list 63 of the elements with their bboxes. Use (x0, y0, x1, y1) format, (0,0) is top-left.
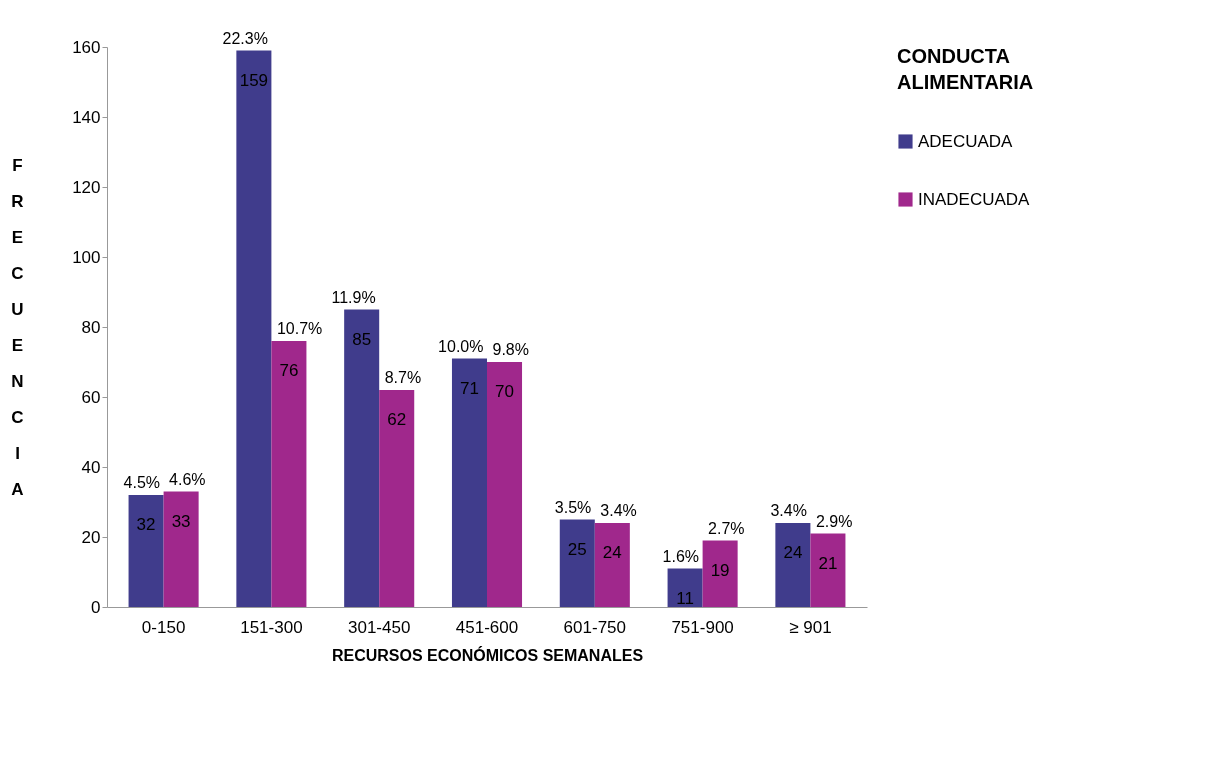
data-label: 70 (495, 382, 514, 401)
y-tick-label: 80 (81, 317, 101, 337)
bar (128, 495, 164, 607)
y-tick-label: 40 (81, 457, 101, 477)
data-label: 19 (710, 560, 730, 580)
legend-label: INADECUADA (918, 189, 1031, 209)
data-label: 71 (460, 378, 479, 398)
legend-label: ADECUADA (918, 131, 1014, 151)
y-tick-label: 100 (72, 247, 101, 267)
y-tick-label: 140 (72, 107, 101, 127)
bar (775, 523, 811, 607)
x-tick-label: 151-300 (240, 617, 303, 637)
y-tick-label: 20 (81, 527, 101, 547)
data-label: 76 (279, 361, 299, 380)
annotation: 3.4% (770, 502, 807, 519)
data-label: 25 (567, 539, 587, 559)
data-label: 159 (239, 70, 269, 90)
data-label: 62 (387, 410, 407, 429)
legend-title: CONDUCTA ALIMENTARIA (897, 45, 1034, 93)
x-tick-label: ≥ 901 (789, 617, 832, 637)
data-label: 85 (352, 329, 372, 349)
y-tick-label: 0 (91, 597, 101, 617)
data-label: 33 (171, 511, 191, 531)
bar (163, 491, 199, 607)
data-label: 21 (818, 553, 838, 573)
data-label: 11 (676, 588, 694, 608)
annotation: 2.9% (815, 512, 853, 530)
bar (236, 50, 272, 607)
bar (559, 519, 595, 607)
y-tick-label: 160 (72, 37, 101, 57)
annotation: 11.9% (331, 288, 376, 306)
bar (379, 390, 415, 607)
bar (594, 523, 630, 607)
annotation: 2.7% (708, 519, 745, 537)
data-label: 32 (136, 515, 156, 534)
annotation: 22.3% (222, 29, 268, 47)
annotation: 8.7% (384, 369, 422, 386)
text: FRECUENCIA (11, 155, 24, 499)
x-tick-label: 751-900 (671, 617, 734, 637)
bar (667, 568, 703, 607)
x-tick-label: 601-750 (563, 617, 626, 637)
bar (487, 362, 523, 607)
annotation: 3.5% (554, 498, 592, 516)
bar (702, 540, 738, 607)
x-tick-label: 451-600 (455, 617, 519, 637)
bar (344, 309, 380, 607)
annotation: 4.5% (123, 474, 161, 491)
annotation: 3.4% (600, 502, 637, 519)
bar (271, 341, 307, 607)
y-tick-label: 120 (72, 177, 101, 197)
annotation: 1.6% (662, 547, 700, 565)
x-tick-label: 301-450 (348, 617, 411, 637)
x-axis-title: RECURSOS ECONÓMICOS SEMANALES (331, 645, 644, 664)
bar (451, 358, 487, 607)
annotation: 4.6% (169, 470, 206, 488)
bar (810, 533, 846, 607)
y-tick-label: 60 (81, 387, 101, 407)
data-label: 24 (783, 543, 803, 562)
annotation: 9.8% (492, 341, 529, 358)
annotation: 10.0% (438, 337, 484, 355)
annotation: 10.7% (276, 320, 323, 337)
data-label: 24 (602, 543, 622, 562)
x-tick-label: 0-150 (141, 617, 186, 637)
